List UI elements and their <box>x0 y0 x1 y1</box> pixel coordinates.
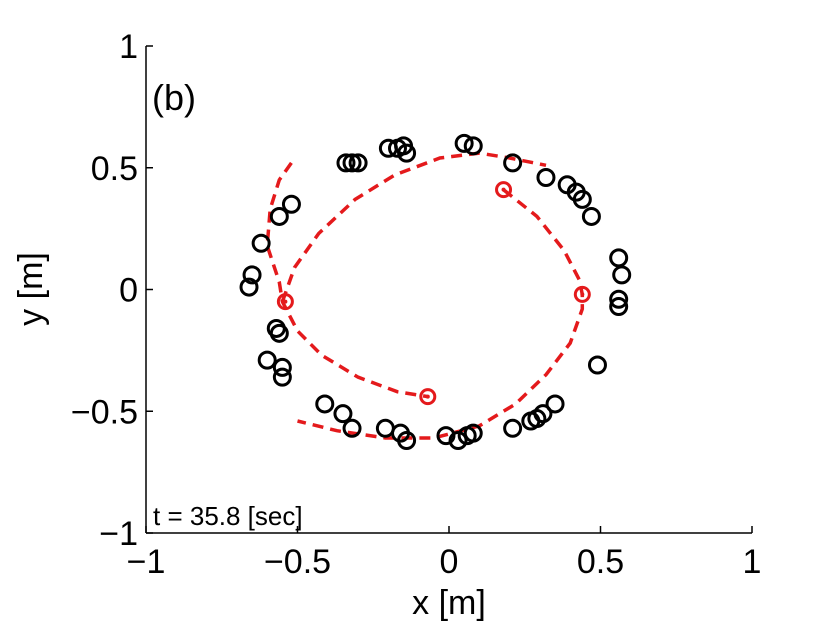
particle-marker <box>281 194 301 214</box>
particle-marker <box>612 265 632 285</box>
particle-marker <box>336 153 356 173</box>
particle-marker <box>378 138 398 158</box>
trajectory-lines <box>265 151 585 440</box>
particle-marker <box>572 189 592 209</box>
particle-marker <box>448 430 468 450</box>
particle-marker <box>397 430 417 450</box>
x-axis-label: x [m] <box>412 584 486 622</box>
tracked-particle-center <box>425 394 430 399</box>
particle-marker <box>609 248 629 268</box>
particle-marker <box>257 350 277 370</box>
panel-label: (b) <box>152 77 196 118</box>
particle-marker <box>436 426 456 446</box>
particle-marker <box>269 206 289 226</box>
tracked-particle-marker <box>573 285 591 303</box>
particle-marker <box>269 323 289 343</box>
particle-marker <box>463 423 483 443</box>
particle-marker <box>272 357 292 377</box>
x-tick-label: 1 <box>743 543 762 581</box>
particle-marker <box>397 143 417 163</box>
particle-marker <box>251 233 271 253</box>
particle-marker <box>333 404 353 424</box>
y-tick-label: 1 <box>119 28 138 66</box>
particle-marker <box>342 153 362 173</box>
tracked-particle-center <box>283 299 288 304</box>
particle-marker <box>375 418 395 438</box>
tracked-particle-marker <box>495 181 513 199</box>
tracked-particle-marker <box>276 293 294 311</box>
particle-marker <box>536 167 556 187</box>
tracked-particle-center <box>580 292 585 297</box>
particle-marker <box>463 136 483 156</box>
x-tick-label: −0.5 <box>264 543 331 581</box>
tracked-particle-marker <box>419 388 437 406</box>
particle-marker <box>609 289 629 309</box>
x-tick-label: 0 <box>440 543 459 581</box>
particle-marker <box>454 133 474 153</box>
particle-markers <box>239 133 632 450</box>
y-tick-label: −1 <box>99 515 138 553</box>
plot-frame <box>145 46 752 534</box>
y-tick-label: −0.5 <box>71 393 138 431</box>
time-annotation: t = 35.8 [sec] <box>153 501 303 531</box>
y-tick-label: 0.5 <box>91 150 138 188</box>
particle-marker <box>342 418 362 438</box>
trajectory-dashed-line <box>280 151 547 303</box>
particle-marker <box>609 297 629 317</box>
y-tick-label: 0 <box>119 272 138 310</box>
tracked-particle-center <box>501 187 506 192</box>
particle-marker <box>272 367 292 387</box>
trajectory-dashed-line <box>297 188 585 440</box>
x-tick-label: 0.5 <box>577 543 624 581</box>
particle-marker <box>533 404 553 424</box>
particle-marker <box>242 265 262 285</box>
particle-marker <box>503 153 523 173</box>
particle-marker <box>581 206 601 226</box>
particle-marker <box>239 277 259 297</box>
particle-marker <box>545 394 565 414</box>
particle-marker <box>348 153 368 173</box>
particle-marker <box>315 394 335 414</box>
axis-ticks <box>145 45 753 534</box>
x-tick-label: −1 <box>127 543 166 581</box>
tick-labels: −1 −0.5 0 0.5 1 −1 −0.5 0 0.5 1 <box>71 28 762 581</box>
particle-marker <box>503 418 523 438</box>
particle-marker <box>587 355 607 375</box>
y-axis-label: y [m] <box>12 252 50 326</box>
